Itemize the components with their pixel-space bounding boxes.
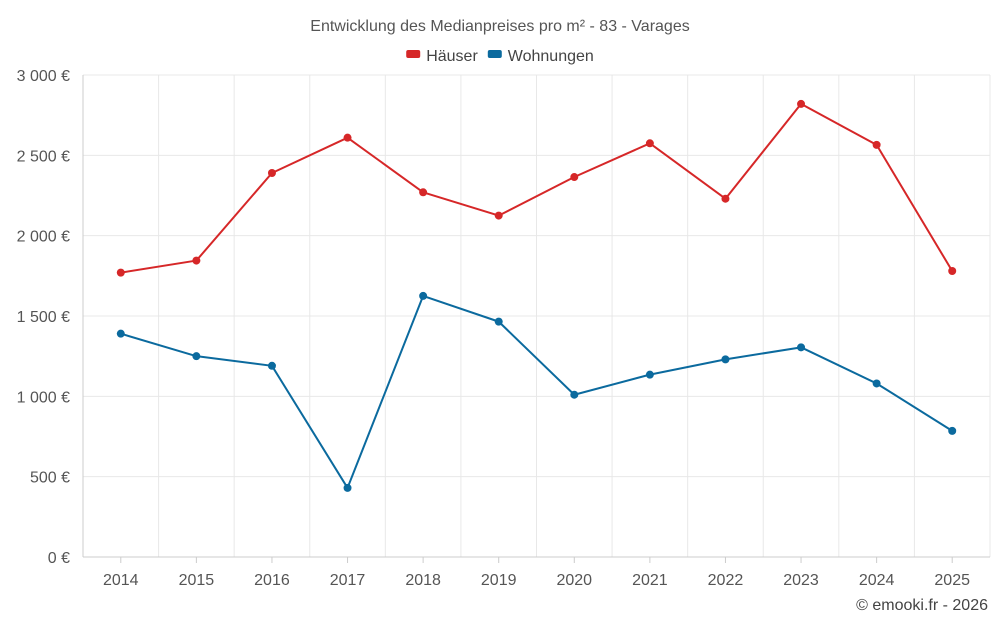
data-point-haeuser[interactable] (419, 188, 428, 197)
y-tick-label: 500 € (30, 470, 70, 487)
data-point-wohnungen[interactable] (948, 426, 957, 435)
data-point-wohnungen[interactable] (645, 370, 654, 379)
grid (83, 74, 991, 557)
x-tick-label: 2018 (405, 572, 441, 589)
data-point-wohnungen[interactable] (343, 483, 352, 492)
credit-label: © emooki.fr - 2026 (856, 597, 988, 614)
y-tick-label: 1 000 € (17, 389, 70, 406)
x-tick-label: 2017 (330, 572, 366, 589)
x-tick-label: 2014 (103, 572, 139, 589)
data-point-wohnungen[interactable] (872, 379, 881, 388)
x-tick-label: 2023 (783, 572, 819, 589)
x-tick-label: 2016 (254, 572, 290, 589)
data-point-wohnungen[interactable] (267, 361, 276, 370)
legend-label: Häuser (426, 48, 478, 65)
data-point-wohnungen[interactable] (797, 343, 806, 352)
data-point-haeuser[interactable] (116, 268, 125, 277)
series-haeuser (116, 99, 957, 277)
series-line-wohnungen (120, 294, 953, 489)
data-point-haeuser[interactable] (494, 211, 503, 220)
series-wohnungen (116, 291, 957, 492)
chart-title: Entwicklung des Medianpreises pro m² - 8… (310, 18, 689, 35)
data-point-haeuser[interactable] (192, 256, 201, 265)
data-point-wohnungen[interactable] (570, 390, 579, 399)
series-layer (116, 99, 957, 492)
data-point-wohnungen[interactable] (494, 317, 503, 326)
data-point-wohnungen[interactable] (192, 352, 201, 361)
y-tick-label: 2 500 € (17, 148, 70, 165)
data-point-haeuser[interactable] (570, 173, 579, 182)
y-tick-label: 2 000 € (17, 229, 70, 246)
series-line-haeuser (120, 102, 954, 274)
data-point-haeuser[interactable] (721, 194, 730, 203)
data-point-wohnungen[interactable] (721, 355, 730, 364)
legend-swatch (406, 50, 421, 58)
legend-item-wohnungen[interactable]: Wohnungen (487, 48, 594, 65)
data-point-haeuser[interactable] (797, 99, 806, 108)
x-tick-label: 2022 (708, 572, 744, 589)
y-tick-label: 0 € (48, 550, 70, 567)
y-tick-label: 3 000 € (17, 68, 70, 85)
axes: 0 € 500 € 1 000 € 1 500 € 2 000 € 2 500 € 3 00… (17, 68, 990, 589)
legend-swatch (487, 50, 502, 58)
data-point-haeuser[interactable] (872, 140, 881, 149)
x-tick-label: 2021 (632, 572, 668, 589)
data-point-haeuser[interactable] (267, 169, 276, 178)
legend: Häuser Wohnungen (406, 48, 594, 65)
x-tick-label: 2020 (556, 572, 592, 589)
legend-item-haeuser[interactable]: Häuser (406, 48, 478, 65)
data-point-wohnungen[interactable] (419, 291, 428, 300)
legend-label: Wohnungen (508, 48, 594, 65)
data-point-haeuser[interactable] (645, 139, 654, 148)
x-tick-label: 2019 (481, 572, 517, 589)
data-point-wohnungen[interactable] (116, 329, 125, 338)
x-tick-label: 2025 (934, 572, 970, 589)
x-tick-label: 2024 (859, 572, 895, 589)
data-point-haeuser[interactable] (343, 133, 352, 142)
x-tick-label: 2015 (179, 572, 215, 589)
data-point-haeuser[interactable] (948, 267, 957, 276)
y-tick-label: 1 500 € (17, 309, 70, 326)
